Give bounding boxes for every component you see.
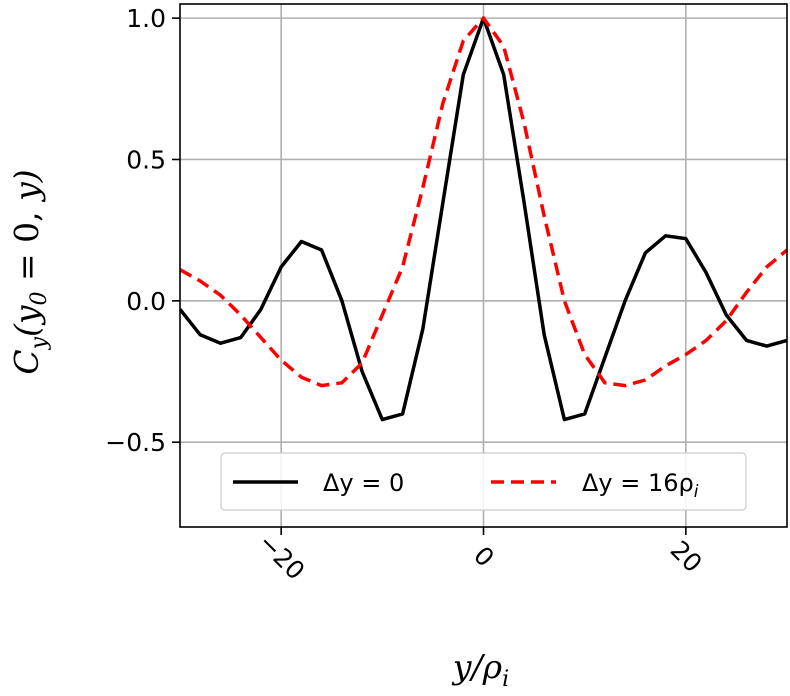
y-tick-label: 0.0 [126, 287, 166, 316]
grid [180, 4, 787, 527]
y-axis-label: Cy(y0 = 0, y) [7, 169, 52, 374]
legend-label-series-2-main: Δy = 16ρ [582, 469, 694, 497]
legend-box [220, 452, 747, 511]
y-tick-label: 0.5 [126, 145, 166, 174]
x-tick-label: 20 [665, 535, 708, 578]
x-tick-label: 0 [468, 541, 500, 573]
x-axis-label: y/ρi [451, 647, 509, 692]
legend-label-series-1: Δy = 0 [323, 469, 404, 497]
y-tick-label: −0.5 [105, 428, 166, 457]
legend-label-series-2: Δy = 16ρi [582, 469, 699, 502]
legend: Δy = 0 Δy = 16ρi [220, 452, 747, 511]
series-line-2 [179, 16, 789, 388]
series-lines [178, 16, 789, 422]
y-tick-label: 1.0 [126, 4, 166, 33]
x-tick-label: −20 [253, 528, 311, 586]
legend-label-series-2-subscript: i [694, 482, 699, 502]
